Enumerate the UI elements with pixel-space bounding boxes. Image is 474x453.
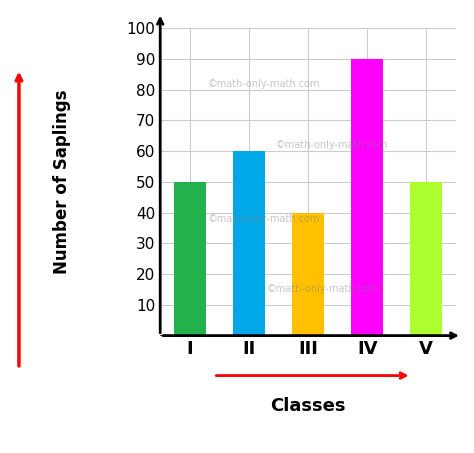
Bar: [173, 182, 206, 336]
Text: ©math-only-math.com: ©math-only-math.com: [267, 284, 379, 294]
Text: ©math-only-math.com: ©math-only-math.com: [208, 78, 320, 88]
Bar: [233, 151, 265, 336]
X-axis label: Classes: Classes: [270, 397, 346, 415]
Y-axis label: Number of Saplings: Number of Saplings: [53, 90, 71, 274]
Bar: [410, 182, 442, 336]
Bar: [292, 212, 324, 336]
Bar: [351, 59, 383, 336]
Text: ©math-only-math.com: ©math-only-math.com: [275, 140, 388, 150]
Text: ©math-only-math.com: ©math-only-math.com: [208, 214, 320, 224]
